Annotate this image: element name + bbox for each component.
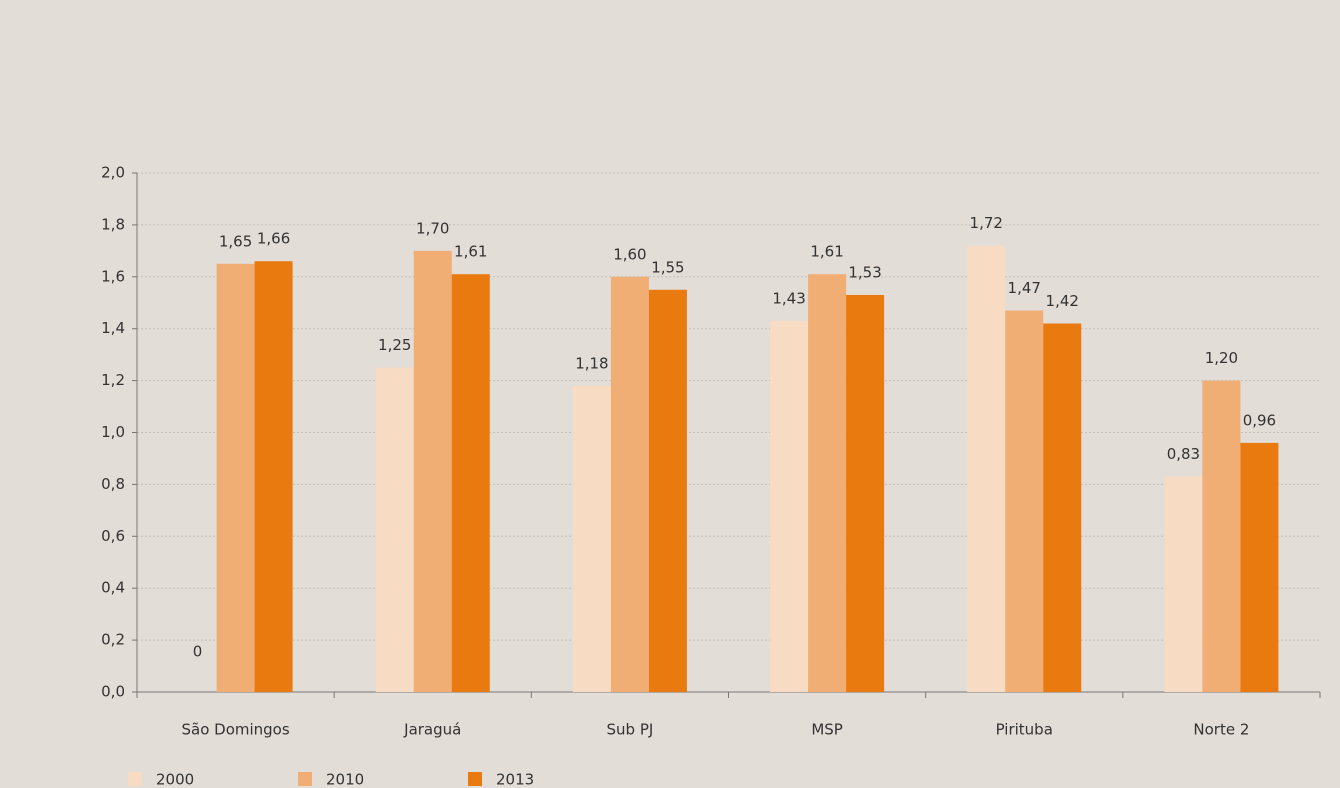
bar [648,289,687,692]
bar [1043,323,1082,692]
data-label: 1,42 [1046,292,1079,310]
data-label: 1,60 [613,245,646,263]
x-tick-label: Sub PJ [607,721,654,739]
bar [572,385,611,692]
bar [808,274,847,692]
bar [967,245,1006,692]
x-tick-label: Pirituba [996,721,1053,739]
data-label: 1,47 [1008,279,1041,297]
y-tick-label: 1,2 [101,371,125,389]
legend-swatch [298,772,312,786]
bar [1164,476,1203,692]
y-tick-label: 1,6 [101,267,125,285]
data-label: 1,61 [454,243,487,261]
bar [413,250,452,692]
data-label: 1,18 [575,354,608,372]
legend-label: 2000 [156,771,194,788]
y-tick-label: 1,4 [101,319,125,337]
y-tick-label: 2,0 [101,164,125,182]
bar [846,294,885,692]
bar [375,367,414,692]
data-label: 1,61 [810,243,843,261]
data-label: 1,25 [378,336,411,354]
y-tick-label: 0,0 [101,683,125,701]
data-label: 0,96 [1243,411,1276,429]
x-tick-label: MSP [811,721,843,739]
bar [254,261,293,692]
bar [610,276,649,692]
bar [770,320,809,692]
data-label: 0 [193,643,203,661]
data-label: 1,53 [848,263,881,281]
data-label: 0,83 [1167,445,1200,463]
legend-label: 2013 [496,771,534,788]
bar [451,274,490,692]
y-tick-label: 0,6 [101,527,125,545]
bar [216,263,255,692]
data-label: 1,72 [970,214,1003,232]
y-tick-label: 0,4 [101,579,125,597]
data-label: 1,66 [257,230,290,248]
y-tick-label: 1,8 [101,215,125,233]
data-label: 1,55 [651,258,684,276]
legend-label: 2010 [326,771,364,788]
y-tick-label: 1,0 [101,423,125,441]
bar [1202,380,1241,692]
y-tick-label: 0,8 [101,475,125,493]
x-tick-label: São Domingos [181,721,289,739]
data-label: 1,70 [416,219,449,237]
x-tick-label: Jaraguá [403,721,461,739]
x-tick-label: Norte 2 [1193,721,1249,739]
data-label: 1,65 [219,232,252,250]
legend-swatch [468,772,482,786]
legend-swatch [128,772,142,786]
bar [1240,442,1279,692]
data-label: 1,20 [1205,349,1238,367]
bar [1005,310,1044,692]
y-tick-label: 0,2 [101,631,125,649]
data-label: 1,43 [772,289,805,307]
